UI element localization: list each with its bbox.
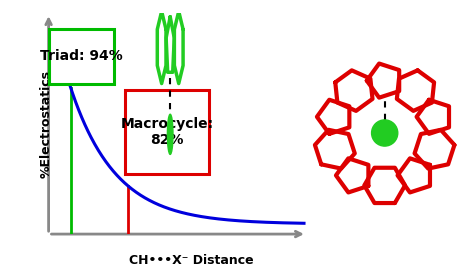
Circle shape — [371, 120, 398, 146]
Text: CH•••X⁻ Distance: CH•••X⁻ Distance — [129, 254, 253, 266]
FancyBboxPatch shape — [126, 90, 209, 174]
Text: Triad: 94%: Triad: 94% — [40, 49, 123, 64]
Text: Macrocycle:
82%: Macrocycle: 82% — [121, 117, 214, 147]
Text: %Electrostatics: %Electrostatics — [39, 70, 52, 178]
Circle shape — [168, 114, 173, 154]
FancyBboxPatch shape — [50, 29, 114, 84]
